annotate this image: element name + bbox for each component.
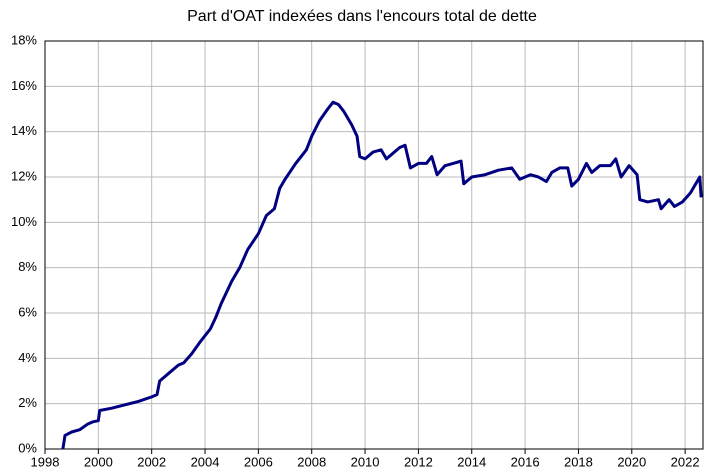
x-tick-label: 2006: [244, 454, 273, 469]
plot-frame: [44, 40, 704, 450]
x-tick-label: 2016: [511, 454, 540, 469]
x-tick-label: 2010: [351, 454, 380, 469]
y-tick-label: 16%: [11, 78, 37, 93]
x-tick-label: 2008: [297, 454, 326, 469]
x-tick-label: 2020: [617, 454, 646, 469]
y-tick-label: 18%: [11, 32, 37, 47]
x-tick-label: 2012: [404, 454, 433, 469]
x-tick-label: 1998: [31, 454, 60, 469]
y-tick-label: 12%: [11, 168, 37, 183]
y-tick-label: 14%: [11, 123, 37, 138]
y-tick-label: 10%: [11, 214, 37, 229]
x-tick-label: 2004: [191, 454, 220, 469]
x-tick-label: 2002: [137, 454, 166, 469]
x-tick-label: 2022: [671, 454, 700, 469]
y-tick-label: 2%: [18, 395, 37, 410]
y-tick-label: 4%: [18, 350, 37, 365]
y-tick-label: 0%: [18, 440, 37, 455]
x-tick-label: 2014: [457, 454, 486, 469]
data-line: [61, 100, 703, 450]
x-tick-label: 2018: [564, 454, 593, 469]
y-tick-label: 8%: [18, 259, 37, 274]
x-tick-label: 2000: [84, 454, 113, 469]
chart-title: Part d'OAT indexées dans l'encours total…: [187, 8, 537, 25]
y-tick-label: 6%: [18, 304, 37, 319]
